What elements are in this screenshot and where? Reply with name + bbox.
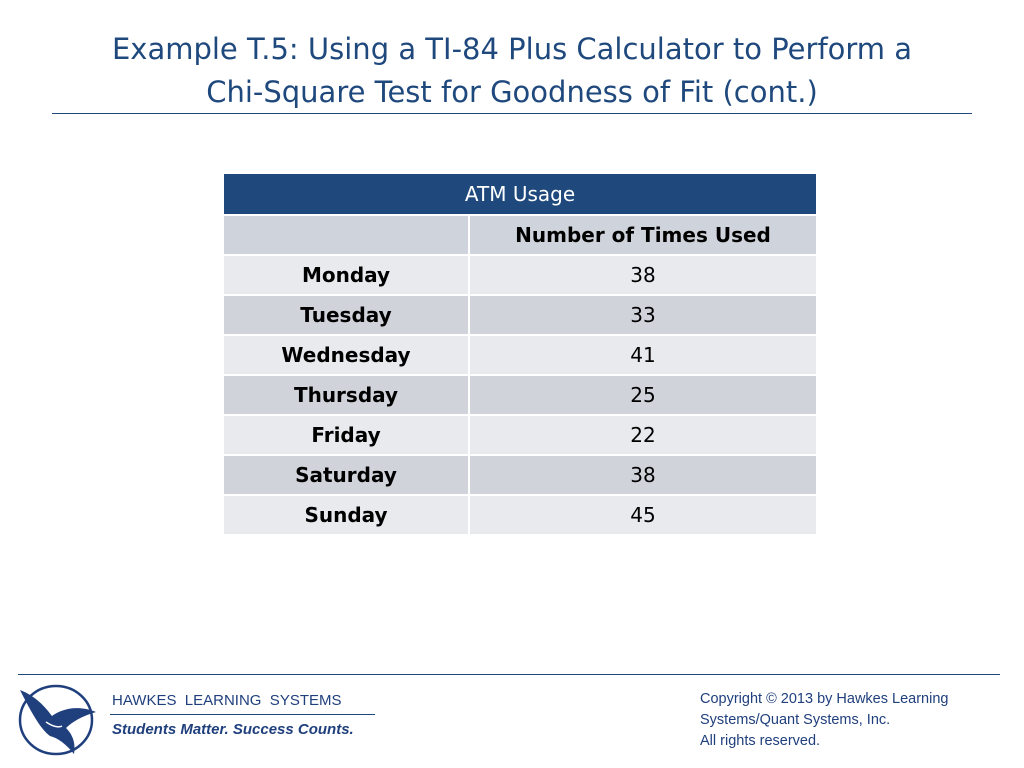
copyright-line: Systems/Quant Systems, Inc. bbox=[700, 712, 891, 728]
row-label: Friday bbox=[222, 414, 470, 456]
data-table: ATM Usage Number of Times Used Monday 38 T… bbox=[222, 172, 818, 536]
row-label: Monday bbox=[222, 254, 470, 296]
cell-value: 33 bbox=[468, 294, 818, 336]
table-row: Monday 38 bbox=[222, 254, 818, 296]
copyright-line: Copyright © 2013 by Hawkes Learning bbox=[700, 691, 949, 707]
cell-value: 45 bbox=[468, 494, 818, 536]
row-label: Saturday bbox=[222, 454, 470, 496]
column-header: Number of Times Used bbox=[468, 214, 818, 256]
table-row: Wednesday 41 bbox=[222, 334, 818, 376]
logo bbox=[18, 684, 96, 756]
slide-title: Example T.5: Using a TI-84 Plus Calculat… bbox=[40, 28, 984, 114]
copyright: Copyright © 2013 by Hawkes Learning Syst… bbox=[700, 689, 948, 752]
cell-value: 41 bbox=[468, 334, 818, 376]
table-body: Monday 38 Tuesday 33 Wednesday 41 Thursday 25 Fr… bbox=[222, 254, 818, 536]
table-row: Sunday 45 bbox=[222, 494, 818, 536]
table-row: Tuesday 33 bbox=[222, 294, 818, 336]
company-name: HAWKES LEARNING SYSTEMS bbox=[112, 692, 342, 709]
table-row: Thursday 25 bbox=[222, 374, 818, 416]
cell-value: 38 bbox=[468, 254, 818, 296]
copyright-line: All rights reserved. bbox=[700, 733, 821, 749]
row-label: Thursday bbox=[222, 374, 470, 416]
row-label: Wednesday bbox=[222, 334, 470, 376]
row-label: Tuesday bbox=[222, 294, 470, 336]
title-rule bbox=[52, 113, 972, 114]
title-line: Example T.5: Using a TI-84 Plus Calculat… bbox=[111, 32, 913, 66]
cell-value: 25 bbox=[468, 374, 818, 416]
title-line: Chi-Square Test for Goodness of Fit (con… bbox=[206, 75, 818, 109]
company-rule bbox=[110, 714, 375, 715]
footer-rule bbox=[18, 674, 1000, 675]
empty-header-cell bbox=[222, 214, 470, 256]
table-row: Saturday 38 bbox=[222, 454, 818, 496]
row-label: Sunday bbox=[222, 494, 470, 536]
table-row: Friday 22 bbox=[222, 414, 818, 456]
cell-value: 38 bbox=[468, 454, 818, 496]
table-caption: ATM Usage bbox=[222, 172, 818, 216]
tagline: Students Matter. Success Counts. bbox=[112, 721, 354, 738]
cell-value: 22 bbox=[468, 414, 818, 456]
